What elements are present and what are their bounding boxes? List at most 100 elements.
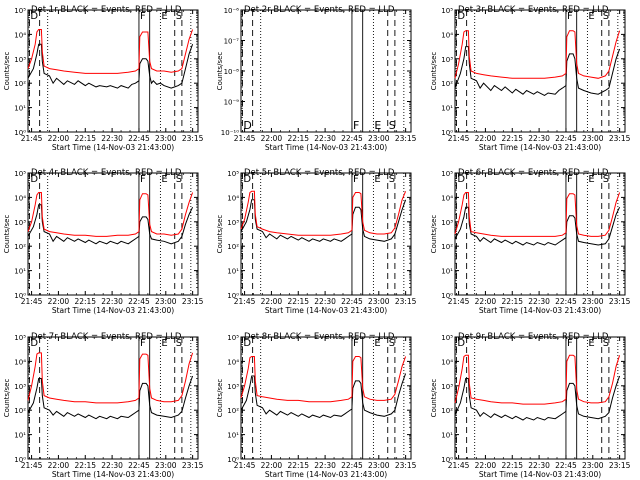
marker-label: D bbox=[243, 174, 251, 185]
marker-label: D bbox=[457, 174, 465, 185]
x-tick-label: 22:30 bbox=[314, 461, 336, 470]
x-tick-label: 23:00 bbox=[155, 461, 177, 470]
x-tick-label: 23:15 bbox=[395, 297, 417, 306]
x-tick-label: 22:45 bbox=[555, 134, 577, 143]
panel-title: Det 9r BLACK = Events, RED = LLD bbox=[458, 332, 609, 342]
panel-title: Det 2r BLACK = Events, RED = LLD bbox=[244, 5, 395, 15]
panel-2r: Det 2r BLACK = Events, RED = LLD 10⁻¹⁰ 10⁻… bbox=[216, 5, 417, 152]
x-tick-label: 22:45 bbox=[341, 297, 363, 306]
y-tick-label: 10⁰ bbox=[227, 292, 239, 300]
marker-label: F bbox=[140, 11, 146, 22]
y-tick-label: 10⁰ bbox=[227, 456, 239, 464]
y-axis-label: Counts/sec bbox=[3, 215, 11, 254]
x-axis-label: Start Time (14-Nov-03 21:43:00) bbox=[52, 470, 174, 479]
y-tick-label: 10⁻⁷ bbox=[224, 38, 240, 46]
x-tick-label: 22:30 bbox=[314, 134, 336, 143]
plot-frame bbox=[27, 336, 199, 460]
x-axis-label: Start Time (14-Nov-03 21:43:00) bbox=[265, 306, 387, 315]
marker-label: F bbox=[140, 338, 146, 349]
x-tick-label: 23:00 bbox=[155, 297, 177, 306]
plot-frame bbox=[240, 9, 412, 133]
y-tick-label: 10⁰ bbox=[14, 292, 26, 300]
marker-label: D bbox=[457, 338, 465, 349]
x-tick-label: 22:30 bbox=[528, 297, 550, 306]
marker-label: E bbox=[374, 119, 381, 132]
y-axis-label: Counts/sec bbox=[216, 52, 224, 91]
x-tick-label: 21:45 bbox=[448, 461, 470, 470]
x-tick-label: 22:30 bbox=[101, 297, 123, 306]
y-tick-label: 10³ bbox=[14, 383, 26, 391]
x-tick-label: 22:45 bbox=[128, 297, 150, 306]
events-series-line bbox=[240, 373, 407, 419]
x-tick-label: 23:00 bbox=[368, 461, 390, 470]
x-tick-label: 22:15 bbox=[287, 461, 309, 470]
y-tick-label: 10¹ bbox=[227, 432, 239, 440]
x-tick-label: 21:45 bbox=[21, 134, 43, 143]
plot-frame bbox=[27, 172, 199, 296]
x-tick-label: 22:45 bbox=[341, 461, 363, 470]
y-tick-label: 10⁻⁹ bbox=[224, 99, 240, 107]
y-tick-label: 10⁵ bbox=[227, 334, 239, 342]
x-axis-label: Start Time (14-Nov-03 21:43:00) bbox=[479, 143, 601, 152]
y-tick-label: 10⁰ bbox=[441, 456, 453, 464]
x-tick-label: 22:00 bbox=[475, 134, 497, 143]
y-tick-label: 10² bbox=[441, 407, 453, 415]
panel-title: Det 7r BLACK = Events, RED = LLD bbox=[31, 332, 182, 342]
x-tick-label: 23:00 bbox=[582, 134, 604, 143]
y-tick-label: 10³ bbox=[14, 56, 26, 64]
marker-label: E bbox=[161, 338, 167, 349]
y-tick-label: 10⁵ bbox=[441, 170, 453, 178]
x-tick-label: 22:00 bbox=[48, 297, 70, 306]
x-axis-label: Start Time (14-Nov-03 21:43:00) bbox=[52, 143, 174, 152]
x-tick-label: 22:45 bbox=[128, 134, 150, 143]
y-tick-label: 10² bbox=[227, 407, 239, 415]
panel-9r: Det 9r BLACK = Events, RED = LLD 10⁰ 10¹ 10… bbox=[430, 332, 631, 479]
x-axis-label: Start Time (14-Nov-03 21:43:00) bbox=[479, 306, 601, 315]
y-axis-label: Counts/sec bbox=[3, 52, 11, 91]
x-tick-label: 22:15 bbox=[501, 297, 523, 306]
panel-1r: Det 1r BLACK = Events, RED = LLD 10⁰ 10¹ 10… bbox=[3, 5, 204, 152]
y-tick-label: 10⁵ bbox=[14, 334, 26, 342]
panel-title: Det 1r BLACK = Events, RED = LLD bbox=[31, 5, 182, 15]
marker-label: F bbox=[140, 174, 146, 185]
y-tick-label: 10¹ bbox=[441, 268, 453, 276]
x-tick-label: 23:15 bbox=[609, 134, 631, 143]
x-tick-label: 22:30 bbox=[528, 134, 550, 143]
y-axis-label: Counts/sec bbox=[430, 52, 438, 91]
x-tick-label: 23:15 bbox=[182, 297, 204, 306]
x-tick-label: 22:15 bbox=[74, 297, 96, 306]
marker-label: S bbox=[176, 338, 182, 349]
lld-series-line bbox=[240, 356, 407, 403]
y-tick-label: 10² bbox=[441, 80, 453, 88]
x-tick-label: 22:00 bbox=[261, 134, 283, 143]
marker-label: S bbox=[603, 338, 609, 349]
x-tick-label: 22:15 bbox=[74, 461, 96, 470]
y-tick-label: 10³ bbox=[441, 219, 453, 227]
marker-label: E bbox=[374, 338, 380, 349]
marker-label: D bbox=[243, 119, 251, 132]
marker-label: D bbox=[30, 174, 38, 185]
marker-label: E bbox=[588, 174, 594, 185]
x-tick-label: 22:15 bbox=[501, 134, 523, 143]
x-tick-label: 23:15 bbox=[609, 297, 631, 306]
x-tick-label: 22:45 bbox=[555, 461, 577, 470]
marker-label: S bbox=[389, 338, 395, 349]
y-tick-label: 10⁴ bbox=[14, 31, 26, 39]
y-tick-label: 10¹ bbox=[227, 268, 239, 276]
marker-label: F bbox=[567, 338, 573, 349]
panel-title: Det 4r BLACK = Events, RED = LLD bbox=[31, 168, 182, 178]
y-axis-label: Counts/sec bbox=[430, 215, 438, 254]
x-tick-label: 21:45 bbox=[234, 461, 256, 470]
y-tick-label: 10⁰ bbox=[441, 292, 453, 300]
y-tick-label: 10² bbox=[14, 80, 26, 88]
x-axis-label: Start Time (14-Nov-03 21:43:00) bbox=[479, 470, 601, 479]
x-tick-label: 21:45 bbox=[21, 461, 43, 470]
marker-label: E bbox=[161, 174, 167, 185]
y-tick-label: 10⁴ bbox=[14, 194, 26, 202]
marker-label: S bbox=[389, 119, 396, 132]
events-series-line bbox=[454, 46, 621, 96]
marker-label: E bbox=[588, 11, 594, 22]
events-series-line bbox=[240, 199, 407, 242]
y-tick-label: 10⁴ bbox=[441, 194, 453, 202]
lld-series-line bbox=[27, 352, 194, 404]
